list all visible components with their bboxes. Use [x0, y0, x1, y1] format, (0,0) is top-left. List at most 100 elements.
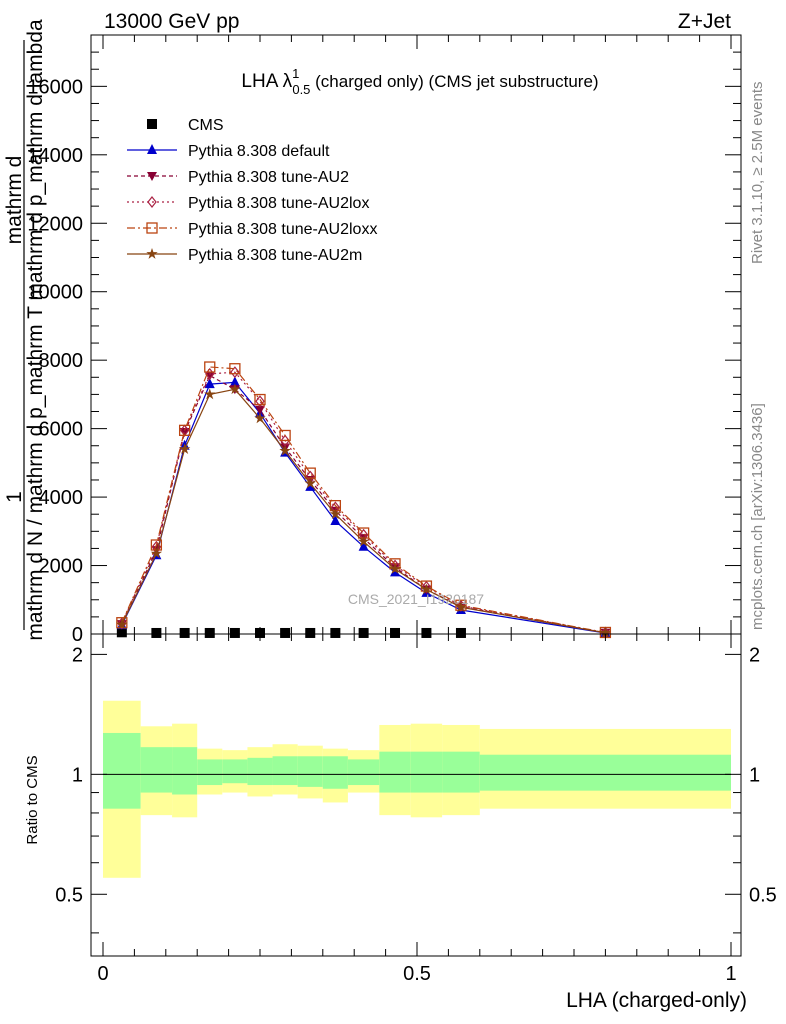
data-point [280, 627, 291, 638]
data-point [178, 443, 191, 454]
ratio-xtick-label: 1 [725, 963, 736, 985]
chart-title: LHA λ1 0.5 (charged only) (CMS jet substr… [241, 66, 598, 97]
header-left: 13000 GeV pp [104, 10, 239, 33]
main-ytick-label: 14000 [27, 145, 83, 167]
ratio-ylabel: Ratio to CMS [24, 755, 41, 844]
legend-label: Pythia 8.308 default [188, 143, 330, 160]
watermark: CMS_2021_I1920187 [348, 591, 484, 607]
data-point [305, 627, 316, 638]
data-point [255, 627, 265, 638]
header-right: Z+Jet [678, 10, 731, 33]
legend-marker [146, 248, 158, 259]
ratio-ytick-label-right: 2 [749, 644, 760, 666]
data-point [151, 627, 162, 638]
data-point [279, 444, 291, 456]
data-point [230, 366, 240, 379]
ratio-inner-band-6 [272, 756, 298, 786]
ratio-inner-band-2 [172, 747, 198, 795]
data-point [599, 626, 612, 638]
legend-marker [147, 144, 157, 154]
data-point [455, 627, 466, 638]
ratio-ytick-label: 1 [72, 764, 83, 786]
data-point [229, 383, 241, 395]
series-line [121, 374, 606, 634]
legend-label: Pythia 8.308 tune-AU2 [188, 169, 349, 186]
ratio-inner-band-0 [103, 732, 141, 809]
data-point [357, 535, 370, 547]
legend-marker [147, 196, 157, 208]
legend-label: Pythia 8.308 tune-AU2loxx [188, 221, 377, 238]
data-point [116, 627, 127, 638]
ratio-inner-band-11 [410, 751, 443, 793]
ratio-inner-band-4 [222, 759, 248, 784]
data-point [204, 388, 216, 400]
data-point [455, 601, 467, 613]
ratio-ytick-label: 0.5 [55, 884, 83, 906]
ratio-ytick-label-right: 0.5 [749, 884, 777, 906]
data-point [389, 563, 401, 574]
data-point [279, 429, 291, 442]
ratio-inner-band-8 [322, 756, 348, 789]
ratio-inner-band-13 [479, 754, 731, 791]
ratio-xtick-label: 0 [97, 963, 108, 985]
data-point [204, 627, 215, 638]
ylabel-numerator-two: mathrm d [3, 156, 26, 245]
data-point [330, 515, 341, 526]
main-ylabel: 1 mathrm d mathrm d N / mathrm d p_mathr… [3, 19, 47, 641]
ylabel-denominator-composite: mathrm d N / mathrm d p_mathrm T mathrm … [24, 19, 47, 641]
data-point [390, 627, 401, 638]
legend-marker [147, 172, 157, 181]
ratio-inner-band-9 [347, 759, 380, 786]
ratio-inner-band-3 [197, 759, 223, 786]
main-ytick-label: 8000 [39, 350, 84, 372]
ratio-inner-band-12 [442, 751, 480, 793]
mcplots-label: mcplots.cern.ch [arXiv:1306.3436] [749, 403, 766, 630]
xlabel: LHA (charged-only) [566, 989, 747, 1012]
data-point [204, 371, 215, 381]
data-point [254, 412, 266, 424]
data-point [179, 627, 190, 638]
data-point [229, 627, 240, 638]
ratio-panel: 0 0.5 1 0.5 0.5 1 1 2 2 [55, 633, 777, 985]
data-point [117, 617, 127, 630]
data-point [116, 618, 128, 630]
data-point [358, 540, 369, 551]
data-point [329, 508, 342, 520]
main-ytick-label: 2000 [39, 556, 84, 578]
ylabel-numerator-one: 1 [3, 491, 26, 503]
series-0 [116, 627, 466, 638]
rivet-label: Rivet 3.1.10, ≥ 2.5M events [749, 82, 766, 265]
data-point [229, 363, 241, 375]
data-point [421, 627, 432, 638]
data-point [229, 376, 240, 387]
legend-label: CMS [188, 117, 224, 134]
ratio-xtick-label: 0.5 [403, 963, 431, 985]
data-point [255, 405, 265, 415]
data-point [204, 378, 215, 389]
legend: CMS Pythia 8.308 default Pythia 8.308 tune… [127, 117, 377, 264]
legend-label: Pythia 8.308 tune-AU2m [188, 247, 362, 264]
data-point [420, 583, 433, 595]
main-ytick-label: 0 [72, 624, 83, 646]
data-point [305, 480, 316, 491]
ratio-frame [90, 633, 742, 957]
ratio-inner-band-10 [379, 751, 411, 793]
ratio-inner-band-7 [297, 756, 323, 787]
data-point [255, 395, 265, 408]
ratio-inner-band-5 [247, 757, 273, 786]
ratio-ytick-label: 2 [72, 644, 83, 666]
main-panel: 0 2000 4000 6000 8000 10000 12000 14000 16000 LHA… [27, 34, 742, 646]
data-point [304, 477, 316, 489]
series-5 [116, 383, 612, 638]
series-line [121, 388, 606, 634]
main-ytick-label: 4000 [39, 487, 84, 509]
data-point [358, 627, 369, 638]
main-ytick-label: 6000 [39, 419, 84, 441]
main-ytick-label: 16000 [27, 76, 83, 98]
main-ytick-label: 10000 [27, 282, 83, 304]
ratio-ytick-label-right: 1 [749, 764, 760, 786]
data-point [178, 424, 191, 436]
data-point [204, 361, 216, 373]
legend-marker [146, 222, 158, 234]
legend-label: Pythia 8.308 tune-AU2lox [188, 195, 369, 212]
